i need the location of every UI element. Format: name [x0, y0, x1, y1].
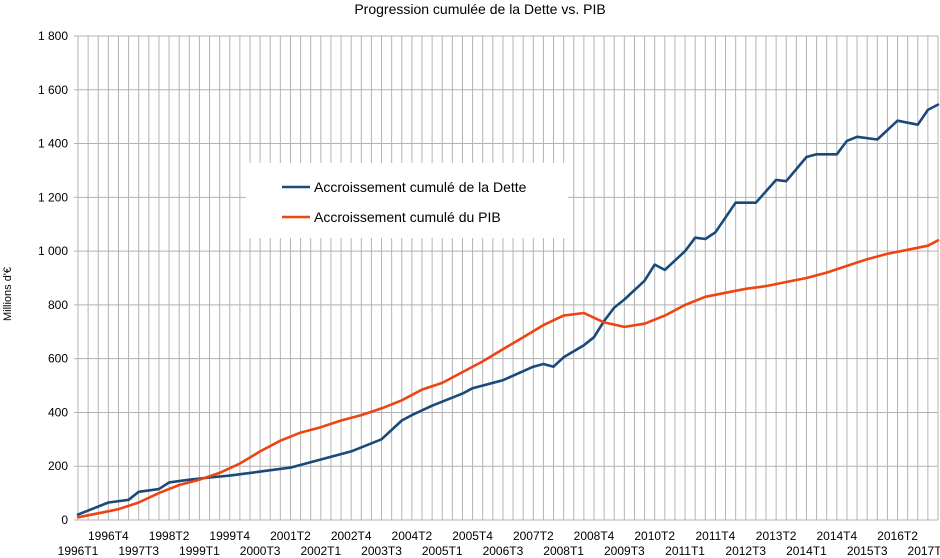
- x-tick-label: 2009T3: [604, 544, 645, 558]
- y-tick-label: 1 200: [38, 190, 68, 204]
- horizontal-gridlines: [74, 35, 938, 521]
- legend-label: Accroissement cumulé de la Dette: [314, 179, 527, 195]
- x-tick-label: 2011T4: [696, 529, 736, 543]
- x-tick-label: 2012T3: [725, 544, 766, 558]
- legend-label: Accroissement cumulé du PIB: [314, 209, 501, 225]
- y-tick-labels: 0 200 400 600 800 1 000 1 200 1 400 1 600 1 800: [38, 29, 68, 527]
- y-tick-label: 0: [61, 513, 68, 527]
- x-tick-label: 2017T1: [908, 544, 940, 558]
- y-tick-label: 1 000: [38, 244, 68, 258]
- y-tick-label: 1 600: [38, 83, 68, 97]
- x-tick-label: 2010T2: [634, 529, 675, 543]
- x-tick-label: 1996T4: [88, 529, 129, 543]
- x-tick-label: 2014T1: [786, 544, 827, 558]
- x-tick-label: 1999T1: [179, 544, 220, 558]
- series-layer: [76, 103, 940, 519]
- x-tick-label: 1996T1: [58, 544, 99, 558]
- x-tick-label: 2016T2: [877, 529, 918, 543]
- y-tick-label: 1 800: [38, 29, 68, 43]
- x-tick-label: 1997T3: [118, 544, 159, 558]
- x-tick-label: 1998T2: [149, 529, 190, 543]
- x-tick-label: 2001T2: [270, 529, 311, 543]
- x-tick-label: 2002T1: [300, 544, 341, 558]
- chart-title: Progression cumulée de la Dette vs. PIB: [354, 1, 605, 17]
- y-tick-label: 600: [48, 352, 68, 366]
- y-tick-label: 400: [48, 405, 68, 419]
- x-tick-labels: 1996T4 1998T2 1999T4 2001T2 2002T4 2004T2 2005…: [58, 529, 940, 558]
- series-line-pib: [76, 239, 940, 519]
- y-tick-label: 1 400: [38, 137, 68, 151]
- series-line-dette: [76, 103, 940, 516]
- x-tick-label: 2008T4: [574, 529, 615, 543]
- x-tick-label: 2013T2: [756, 529, 797, 543]
- y-tick-label: 200: [48, 459, 68, 473]
- x-tick-label: 2014T4: [816, 529, 857, 543]
- x-tick-label: 2002T4: [331, 529, 372, 543]
- x-tick-label: 2015T3: [847, 544, 888, 558]
- legend-box: [246, 163, 568, 238]
- x-tick-label: 2007T2: [513, 529, 554, 543]
- x-tick-label: 2005T1: [422, 544, 463, 558]
- legend: Accroissement cumulé de la Dette Accroiss…: [246, 163, 568, 238]
- vertical-gridlines: [77, 36, 939, 520]
- x-tick-label: 2000T3: [240, 544, 281, 558]
- x-tick-label: 2004T2: [392, 529, 433, 543]
- x-tick-label: 2006T3: [483, 544, 524, 558]
- y-tick-label: 800: [48, 298, 68, 312]
- x-tick-label: 2011T1: [665, 544, 705, 558]
- x-tick-label: 2005T4: [452, 529, 493, 543]
- y-axis-label: Millions d'€: [2, 267, 14, 321]
- x-tick-label: 2008T1: [543, 544, 584, 558]
- x-tick-label: 2003T3: [361, 544, 402, 558]
- x-tick-label: 1999T4: [209, 529, 250, 543]
